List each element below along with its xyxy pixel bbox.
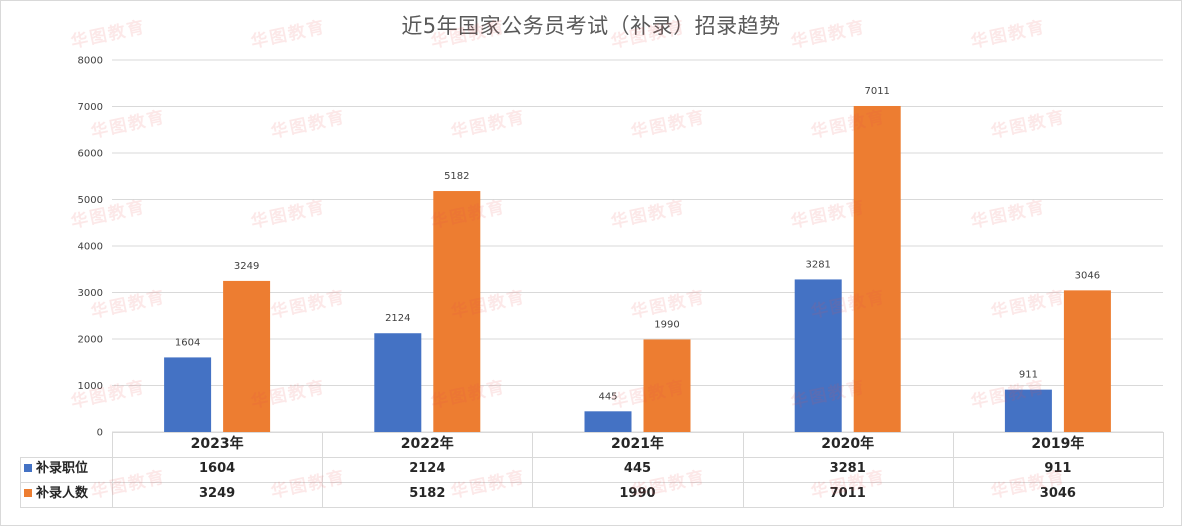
table-cell: 1990 <box>619 486 656 501</box>
series-name: 补录职位 <box>36 461 89 476</box>
table-column-divider <box>532 432 533 507</box>
table-column-divider <box>112 432 113 507</box>
legend-entry: 补录人数 <box>24 482 112 507</box>
table-column-divider <box>743 432 744 507</box>
legend-key <box>24 489 32 497</box>
data-label: 911 <box>1019 370 1038 381</box>
table-cell: 3281 <box>829 461 866 476</box>
table-cell: 445 <box>623 461 652 476</box>
category-label: 2020年 <box>821 436 875 452</box>
table-row-divider <box>112 432 1163 433</box>
table-cell: 1604 <box>199 461 236 476</box>
data-label: 1990 <box>654 319 679 330</box>
legend-entry: 补录职位 <box>24 457 112 482</box>
data-label: 2124 <box>385 313 410 324</box>
y-tick-label: 5000 <box>78 195 103 206</box>
data-label: 3281 <box>805 259 830 270</box>
bar-positions-2 <box>584 411 632 432</box>
table-column-divider <box>322 432 323 507</box>
y-tick-label: 2000 <box>78 335 103 346</box>
table-cell: 5182 <box>409 486 446 501</box>
y-tick-label: 8000 <box>78 56 103 67</box>
table-column-divider <box>953 432 954 507</box>
y-tick-label: 7000 <box>78 102 103 113</box>
data-label: 7011 <box>864 86 889 97</box>
y-tick-label: 3000 <box>78 288 103 299</box>
bar-hires-1 <box>433 191 481 432</box>
data-label: 3046 <box>1075 270 1100 281</box>
bar-positions-3 <box>794 279 842 432</box>
bar-positions-0 <box>164 357 212 432</box>
data-label: 5182 <box>444 171 469 182</box>
series-name: 补录人数 <box>36 486 89 501</box>
y-tick-label: 0 <box>97 428 103 439</box>
table-cell: 911 <box>1044 461 1072 476</box>
data-label: 1604 <box>175 337 200 348</box>
bar-hires-3 <box>853 105 901 433</box>
table-row-divider <box>20 482 1163 483</box>
table-cell: 2124 <box>409 461 446 476</box>
table-cell: 3046 <box>1039 486 1076 501</box>
category-label: 2019年 <box>1031 436 1085 452</box>
table-column-divider <box>1163 432 1164 507</box>
bar-hires-2 <box>643 339 691 432</box>
category-label: 2022年 <box>400 436 454 452</box>
data-label: 3249 <box>234 261 259 272</box>
table-row-divider <box>20 457 1163 458</box>
table-cell: 7011 <box>829 486 866 501</box>
table-column-divider <box>20 457 21 507</box>
table-cell: 3249 <box>199 486 236 501</box>
y-tick-label: 6000 <box>78 149 103 160</box>
y-tick-label: 1000 <box>78 381 103 392</box>
chart-title: 近5年国家公务员考试（补录）招录趋势 <box>401 14 781 38</box>
bar-positions-4 <box>1004 389 1052 432</box>
y-tick-label: 4000 <box>78 242 103 253</box>
category-label: 2021年 <box>611 436 664 452</box>
bar-hires-4 <box>1063 290 1111 432</box>
table-row-divider <box>20 507 1163 508</box>
bar-positions-1 <box>374 333 422 432</box>
category-label: 2023年 <box>190 436 244 452</box>
legend-key <box>24 464 32 472</box>
bar-hires-0 <box>223 280 271 432</box>
data-label: 445 <box>598 391 617 402</box>
